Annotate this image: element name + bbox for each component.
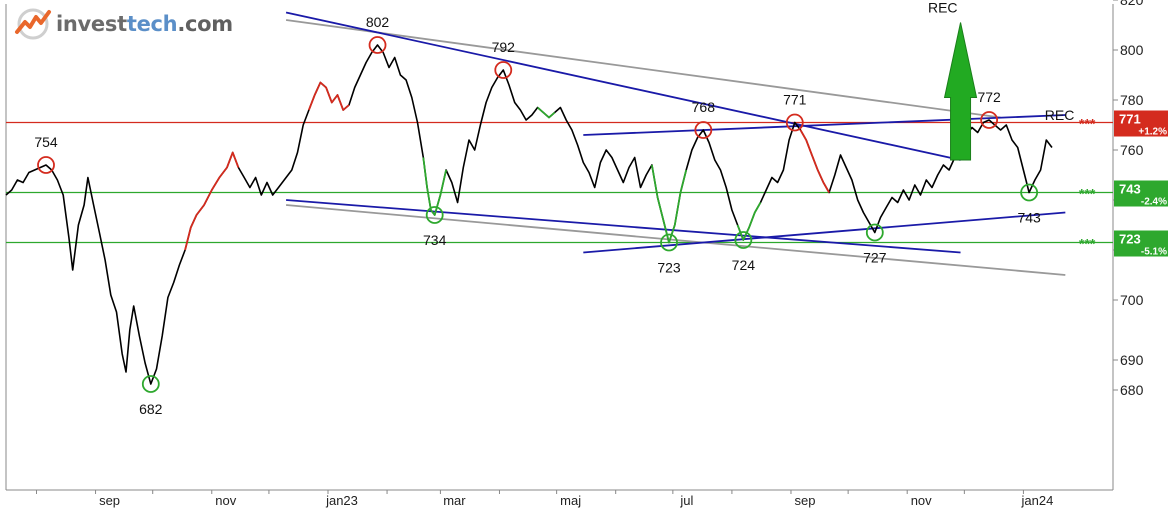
- price-signal-segment: [651, 164, 688, 244]
- level-value-label: 723: [1119, 232, 1141, 247]
- pivot-circle: [694, 121, 713, 139]
- price-signal-segment: [799, 129, 830, 193]
- level-badge: [1114, 110, 1168, 137]
- y-tick-label: 700: [1120, 292, 1144, 308]
- level-stars: ***: [1079, 186, 1096, 202]
- pivot-label: 682: [139, 401, 163, 417]
- pivot-label: 727: [863, 250, 887, 266]
- price-line: [5, 44, 1053, 385]
- pivot-circle: [980, 111, 999, 129]
- logo-text-tech: tech: [126, 12, 178, 36]
- signal-arrow: [943, 22, 978, 161]
- pivot-label: 724: [732, 257, 756, 273]
- x-tick-label: mar: [443, 493, 466, 508]
- pivot-circle: [865, 223, 884, 242]
- level-pct-label: +1.2%: [1138, 127, 1167, 138]
- logo-text-invest: invest: [56, 12, 127, 36]
- x-tick-label: sep: [794, 493, 815, 508]
- price-signal-segment: [736, 202, 762, 241]
- pivot-circle: [368, 36, 387, 54]
- falling-trend-lower-blue: [286, 199, 961, 254]
- level-badge: [1114, 230, 1168, 257]
- level-value-label: 743: [1119, 182, 1141, 197]
- pivot-circle: [1020, 183, 1039, 202]
- level-stars: ***: [1079, 116, 1096, 132]
- price-signal-segment: [308, 81, 350, 111]
- x-tick-label: nov: [215, 493, 236, 508]
- level-pct-label: -2.4%: [1141, 197, 1167, 208]
- x-tick-label: jul: [679, 493, 693, 508]
- y-tick-label: 760: [1120, 142, 1144, 158]
- price-signal-segment: [422, 157, 447, 216]
- rec-annotation: REC: [928, 0, 958, 16]
- rectangle-top-blue: [583, 114, 1066, 136]
- rectangle-bottom-blue: [583, 211, 1066, 254]
- level-badge: [1114, 180, 1168, 207]
- y-tick-label: 690: [1120, 352, 1144, 368]
- y-tick-label: 820: [1120, 0, 1144, 8]
- y-tick-label: 680: [1120, 382, 1144, 398]
- level-stars: ***: [1079, 236, 1096, 252]
- pivot-circle: [425, 206, 444, 224]
- x-tick-label: sep: [99, 493, 120, 508]
- pivot-label: 723: [657, 260, 681, 276]
- pivot-label: 802: [366, 14, 390, 30]
- pivot-label: 768: [692, 99, 716, 115]
- x-tick-label: maj: [560, 493, 581, 508]
- level-pct-label: -5.1%: [1141, 247, 1167, 258]
- line-chart-circle-icon: [15, 8, 51, 40]
- pivot-label: 754: [34, 134, 58, 150]
- pivot-label: 792: [492, 39, 516, 55]
- price-signal-segment: [184, 151, 240, 251]
- x-tick-label: jan24: [1021, 493, 1054, 508]
- pivot-circle: [734, 231, 753, 249]
- x-tick-label: jan23: [325, 493, 358, 508]
- price-signal-segment: [537, 106, 556, 119]
- pivot-circle: [494, 61, 513, 79]
- pivot-label: 772: [977, 89, 1001, 105]
- y-tick-label: 780: [1120, 92, 1144, 108]
- pivot-circle: [660, 233, 678, 252]
- pivot-circle: [785, 113, 804, 132]
- rec-annotation: REC: [1045, 107, 1075, 123]
- pivot-label: 743: [1017, 210, 1041, 226]
- logo-text-domain: .com: [177, 12, 233, 36]
- pivot-label: 734: [423, 232, 447, 248]
- falling-trend-upper-blue: [285, 11, 961, 161]
- pivot-circle: [37, 156, 55, 174]
- falling-channel-upper-gray: [285, 19, 1001, 119]
- level-value-label: 771: [1119, 112, 1141, 127]
- pivot-circle: [141, 375, 160, 393]
- x-tick-label: nov: [911, 493, 932, 508]
- pivot-label: 771: [783, 92, 807, 108]
- investtech-logo: investtech.com: [14, 4, 233, 44]
- y-tick-label: 800: [1120, 42, 1144, 58]
- logo-wordmark: investtech.com: [56, 12, 233, 36]
